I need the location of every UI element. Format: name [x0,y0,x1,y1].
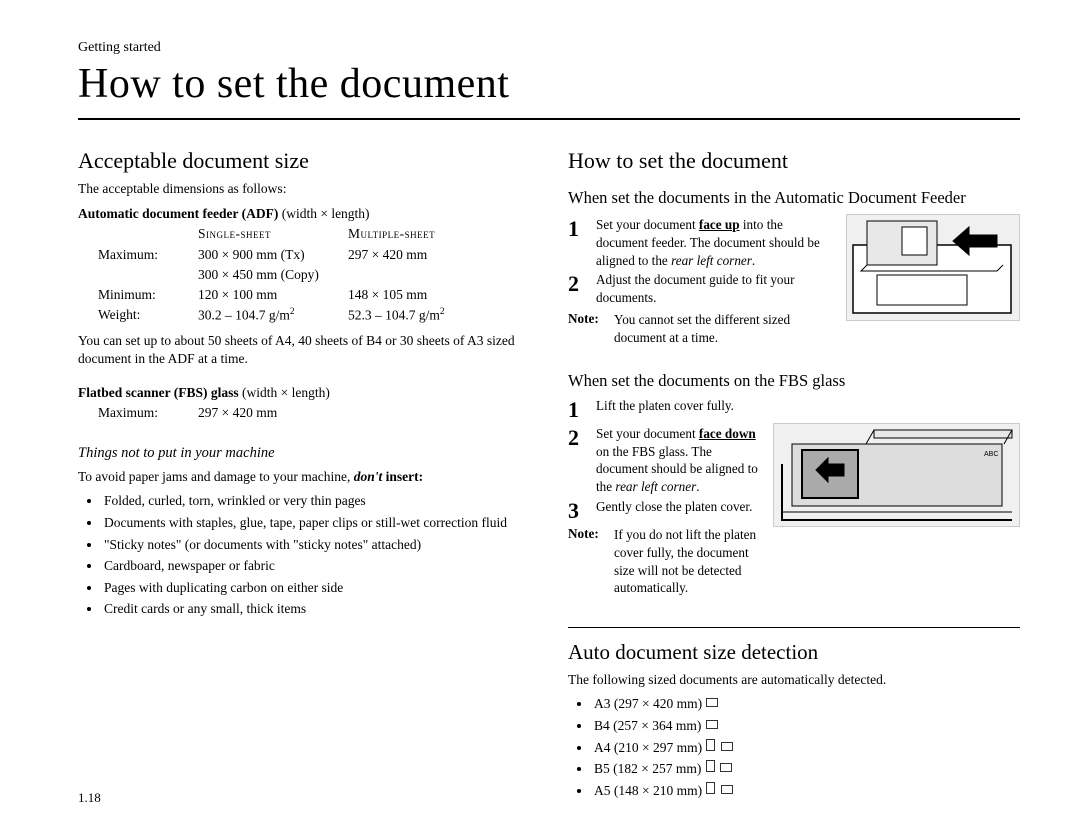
fbs-row-label: Maximum: [78,403,198,423]
auto-detect-heading: Auto document size detection [568,640,1020,665]
things-item: Cardboard, newspaper or fabric [102,555,530,577]
landscape-icon [706,720,718,729]
adf-figure [846,214,1020,321]
things-item: Credit cards or any small, thick items [102,598,530,620]
portrait-icon [706,782,715,794]
adf-row: Weight:30.2 – 104.7 g/m252.3 – 104.7 g/m… [78,305,530,326]
fbs-step-1: 1 Lift the platen cover fully. [568,397,1020,421]
things-item: Folded, curled, torn, wrinkled or very t… [102,490,530,512]
auto-detect-list: A3 (297 × 420 mm) B4 (257 × 364 mm) A4 (… [568,693,1020,801]
acceptable-intro: The acceptable dimensions as follows: [78,180,530,198]
adf-figure-svg [847,215,1019,320]
breadcrumb: Getting started [78,40,1020,56]
adf-capacity-note: You can set up to about 50 sheets of A4,… [78,332,530,368]
adf-note: Note: You cannot set the different sized… [568,311,836,347]
auto-detect-item: A4 (210 × 297 mm) [592,737,1020,759]
landscape-icon [706,698,718,707]
portrait-icon [706,760,715,772]
landscape-icon [721,785,733,794]
portrait-icon [706,739,715,751]
adf-heading-rest: (width × length) [278,206,369,221]
things-item: "Sticky notes" (or documents with "stick… [102,534,530,556]
fbs-step-3: 3 Gently close the platen cover. [568,498,763,522]
things-item: Documents with staples, glue, tape, pape… [102,512,530,534]
things-intro: To avoid paper jams and damage to your m… [78,468,530,486]
fbs-row-val: 297 × 420 mm [198,403,348,423]
adf-heading-bold: Automatic document feeder (ADF) [78,206,278,221]
adf-step-1: 1 Set your document face up into the doc… [568,216,836,269]
adf-row: Maximum:300 × 900 mm (Tx)297 × 420 mm [78,245,530,265]
things-heading: Things not to put in your machine [78,445,530,462]
svg-text:ABC: ABC [984,451,998,458]
auto-detect-item: B5 (182 × 257 mm) [592,758,1020,780]
auto-detect-item: A3 (297 × 420 mm) [592,693,1020,715]
adf-col-multiple: Multiple-sheet [348,224,530,244]
auto-detect-item: B4 (257 × 364 mm) [592,715,1020,737]
landscape-icon [720,763,732,772]
right-column: How to set the document When set the doc… [568,148,1020,801]
fbs-heading-bold: Flatbed scanner (FBS) glass [78,385,239,400]
section-acceptable-size-heading: Acceptable document size [78,148,530,174]
adf-step-2: 2 Adjust the document guide to fit your … [568,271,836,307]
left-column: Acceptable document size The acceptable … [78,148,530,801]
adf-spec-table: Automatic document feeder (ADF) (width ×… [78,204,530,368]
page-number: 1.18 [78,790,101,806]
adf-row: 300 × 450 mm (Copy) [78,265,530,285]
fbs-figure: ABC [773,423,1020,527]
divider [568,627,1020,628]
fbs-spec-table: Flatbed scanner (FBS) glass (width × len… [78,383,530,424]
auto-detect-intro: The following sized documents are automa… [568,671,1020,689]
adf-row: Minimum:120 × 100 mm148 × 105 mm [78,285,530,305]
adf-subsection-heading: When set the documents in the Automatic … [568,188,1020,208]
landscape-icon [721,742,733,751]
fbs-note: Note: If you do not lift the platen cove… [568,526,763,597]
things-list: Folded, curled, torn, wrinkled or very t… [78,490,530,620]
page-title: How to set the document [78,60,1020,120]
fbs-figure-svg: ABC [774,424,1019,526]
auto-detect-item: A5 (148 × 210 mm) [592,780,1020,802]
adf-col-single: Single-sheet [198,224,348,244]
fbs-heading-rest: (width × length) [239,385,330,400]
section-how-to-set-heading: How to set the document [568,148,1020,174]
things-item: Pages with duplicating carbon on either … [102,577,530,599]
fbs-step-2: 2 Set your document face down on the FBS… [568,425,763,496]
fbs-subsection-heading: When set the documents on the FBS glass [568,371,1020,391]
